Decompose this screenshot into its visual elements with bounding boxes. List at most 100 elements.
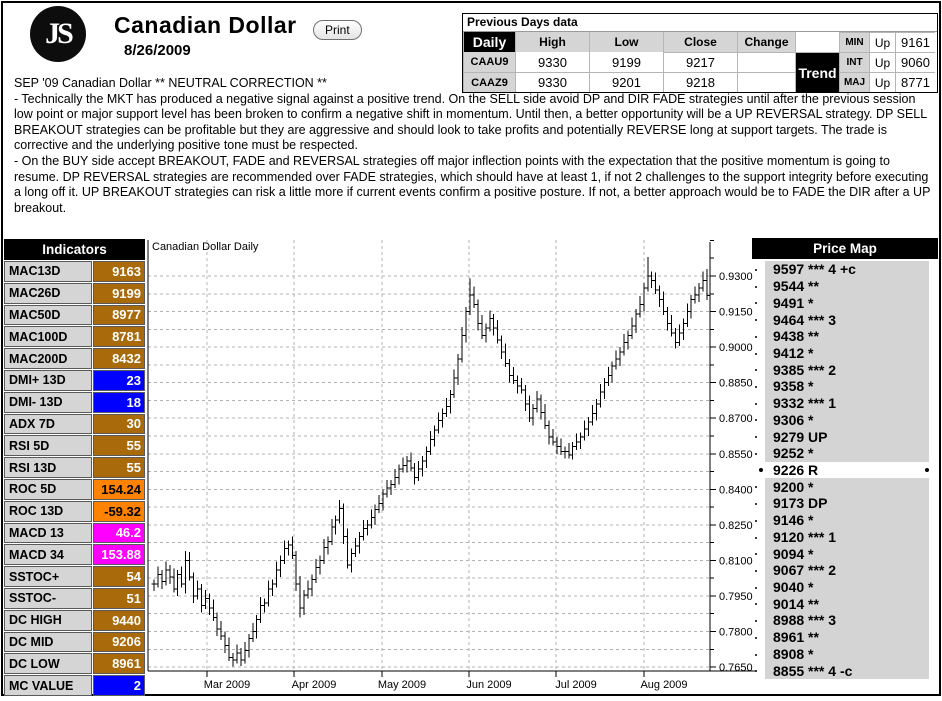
indicator-row: DC HIGH 9440 — [4, 609, 145, 631]
bullet-icon — [755, 302, 757, 305]
trend-scope-label: MIN — [839, 32, 869, 52]
bullet-icon — [755, 603, 757, 606]
bullet-icon — [755, 335, 757, 338]
commentary-para-1: - Technically the MKT has produced a neg… — [14, 91, 927, 153]
indicator-value: 9440 — [93, 609, 145, 631]
price-map-row-bg — [765, 361, 929, 379]
indicator-row: DC MID 9206 — [4, 631, 145, 653]
previous-days-grid: Daily High Low Close Change CAAU9 9330 9199 9217… — [463, 31, 937, 92]
svg-text:Aug 2009: Aug 2009 — [640, 679, 687, 691]
price-map-row-bg — [765, 528, 929, 546]
svg-text:0.8250: 0.8250 — [719, 520, 753, 532]
indicator-label: RSI 13D — [4, 457, 92, 478]
svg-text:0.8850: 0.8850 — [719, 378, 753, 390]
bullet-icon — [755, 569, 757, 572]
indicator-row: SSTOC- 51 — [4, 587, 145, 609]
indicator-label: MAC100D — [4, 326, 92, 348]
bullet-icon — [755, 553, 757, 556]
indicator-value: -59.32 — [93, 500, 145, 522]
svg-text:0.8700: 0.8700 — [719, 413, 753, 425]
price-map-row: 9385 *** 2 — [752, 361, 938, 379]
price-map-row-bg — [754, 461, 936, 479]
trend-label: Trend — [795, 52, 839, 92]
price-map-row: 9279 UP — [752, 428, 938, 445]
svg-text:0.7950: 0.7950 — [719, 591, 753, 603]
price-level: 9040 * — [773, 579, 814, 596]
indicator-label: ROC 13D — [4, 500, 92, 522]
indicator-value: 55 — [93, 457, 145, 478]
trend-direction: Up — [869, 52, 895, 72]
bullet-icon — [925, 467, 929, 472]
price-map-row-bg — [765, 327, 929, 345]
previous-days-table: Previous Days data Daily High Low Close Chan… — [462, 13, 938, 93]
price-map-row: 9306 * — [752, 411, 938, 429]
price-map-row-bg — [765, 444, 929, 462]
indicator-row: DMI+ 13D 23 — [4, 369, 145, 391]
indicator-row: MACD 13 46.2 — [4, 522, 145, 544]
svg-text:May 2009: May 2009 — [378, 679, 426, 691]
svg-text:Apr 2009: Apr 2009 — [292, 679, 337, 691]
price-level: 8855 *** 4 -c — [773, 662, 853, 679]
price-level: 9412 * — [773, 344, 814, 361]
price-level: 9358 * — [773, 378, 814, 395]
close-value: 9217 — [663, 52, 737, 72]
low-value: 9199 — [589, 52, 663, 72]
indicator-value: 9199 — [93, 282, 145, 304]
svg-text:0.9300: 0.9300 — [719, 271, 753, 283]
price-map-row: 9332 *** 1 — [752, 394, 938, 412]
bullet-icon — [759, 467, 763, 472]
indicator-value: 154.24 — [93, 478, 145, 500]
indicator-value: 30 — [93, 413, 145, 435]
price-map-panel: Price Map 9597 *** 4 +c 9544 ** 9491 * 9464… — [752, 238, 938, 679]
col-header: Low — [589, 32, 663, 52]
indicator-value: 8432 — [93, 348, 145, 369]
indicator-row: MAC13D 9163 — [4, 261, 145, 282]
chart-panel: 0.9300 0.9150 0.9000 0.8850 0.8700 0.8550 0.84… — [146, 236, 758, 696]
bullet-icon — [755, 586, 757, 589]
indicator-value: 153.88 — [93, 544, 145, 566]
price-map-row: 9597 *** 4 +c — [752, 261, 938, 278]
price-map-row: 9146 * — [752, 511, 938, 529]
price-map-row-bg — [765, 511, 929, 529]
price-level: 9491 * — [773, 294, 814, 311]
col-header: Change — [737, 32, 795, 52]
svg-text:0.8100: 0.8100 — [719, 555, 753, 567]
col-header-daily: Daily — [463, 32, 515, 52]
indicator-label: MACD 34 — [4, 544, 92, 566]
price-level: 8961 ** — [773, 629, 819, 646]
indicator-label: MAC26D — [4, 282, 92, 304]
price-map-rows: 9597 *** 4 +c 9544 ** 9491 * 9464 *** 3 9438… — [752, 261, 938, 679]
svg-text:0.9150: 0.9150 — [719, 307, 753, 319]
indicator-label: MC VALUE — [4, 675, 92, 696]
indicators-title: Indicators — [4, 239, 145, 260]
price-map-row-bg — [765, 645, 929, 663]
close-value: 9218 — [663, 72, 737, 92]
indicator-value: 23 — [93, 369, 145, 391]
price-map-row-bg — [765, 578, 929, 596]
indicators-panel: Indicators MAC13D 9163 MAC26D 9199 MAC50D 897… — [4, 239, 145, 696]
price-map-row-bg — [765, 294, 929, 312]
price-level: 9120 *** 1 — [773, 528, 837, 545]
indicator-row: RSI 13D 55 — [4, 457, 145, 478]
contract-symbol: CAAU9 — [463, 52, 515, 72]
indicator-row: MAC100D 8781 — [4, 326, 145, 348]
indicator-label: MAC200D — [4, 348, 92, 369]
price-level: 9173 DP — [773, 495, 828, 512]
price-map-row: 9412 * — [752, 344, 938, 362]
bullet-icon — [755, 653, 757, 656]
commentary-para-2: - On the BUY side accept BREAKOUT, FADE … — [14, 153, 931, 215]
price-level: 9332 *** 1 — [773, 395, 837, 412]
price-level: 9597 *** 4 +c — [773, 261, 856, 278]
price-map-row: 9094 * — [752, 545, 938, 562]
print-button[interactable]: Print — [313, 20, 362, 40]
price-map-row-bg — [765, 545, 929, 562]
price-map-row-bg — [765, 495, 929, 512]
price-map-row-bg — [765, 394, 929, 412]
indicator-row: MAC200D 8432 — [4, 348, 145, 369]
svg-text:0.8400: 0.8400 — [719, 484, 753, 496]
price-level: 9252 * — [773, 445, 814, 462]
bullet-icon — [755, 319, 757, 322]
price-map-row: 9438 ** — [752, 327, 938, 345]
svg-text:Jul 2009: Jul 2009 — [555, 679, 597, 691]
contract-symbol: CAAZ9 — [463, 72, 515, 92]
